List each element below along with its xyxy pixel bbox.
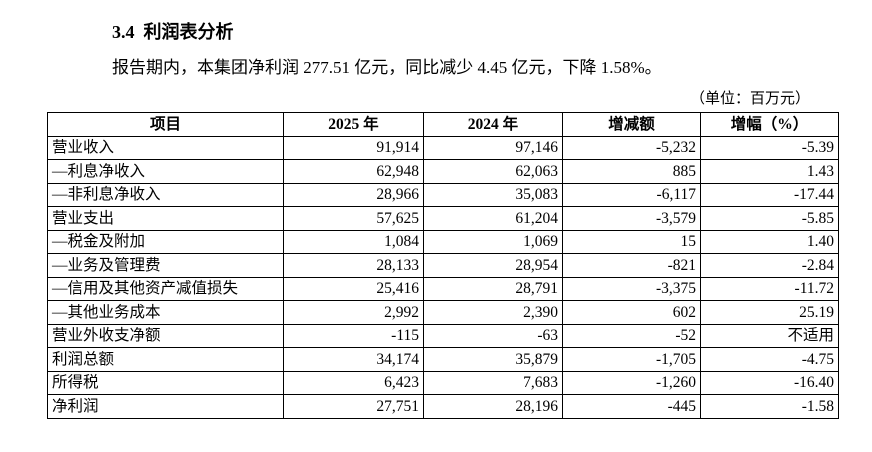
cell: 28,791 — [423, 276, 563, 301]
income-table: 项目 2025 年 2024 年增减额 增幅（%） 营业收入 91,914 97,146-… — [47, 112, 839, 419]
cell: -445 — [562, 394, 701, 419]
column-header: 增减额 — [562, 112, 701, 137]
cell: 2,992 — [283, 300, 424, 325]
cell: 28,133 — [283, 253, 424, 278]
cell: 27,751 — [283, 394, 424, 419]
table-row: —业务及管理费 28,133 28,954 -821 -2.84 — [47, 253, 839, 278]
cell: 1.40 — [700, 229, 839, 254]
row-label: —非利息净收入 — [47, 182, 284, 207]
table-body: 营业收入 91,914 97,146 -5,232 -5.39 —利息净收入 62,948 6… — [47, 135, 839, 419]
cell: 不适用 — [700, 323, 839, 348]
row-label: 营业收入 — [47, 135, 284, 160]
cell: 35,083 — [423, 182, 563, 207]
cell: -63 — [423, 323, 563, 348]
cell: -3,579 — [562, 206, 701, 231]
cell: -4.75 — [700, 347, 839, 372]
row-label: —信用及其他资产减值损失 — [47, 276, 284, 301]
cell: 34,174 — [283, 347, 424, 372]
table-row: —信用及其他资产减值损失 25,416 28,791 -3,375 -11.72 — [47, 276, 839, 301]
table-row: 营业收入 91,914 97,146 -5,232 -5.39 — [47, 135, 839, 160]
cell: -821 — [562, 253, 701, 278]
table-row: 净利润 27,751 28,196 -445 -1.58 — [47, 394, 839, 419]
cell: -52 — [562, 323, 701, 348]
unit-note: （单位：百万元） — [689, 91, 810, 107]
cell: 97,146 — [423, 135, 563, 160]
cell: 28,966 — [283, 182, 424, 207]
row-label: —税金及附加 — [47, 229, 284, 254]
column-header: 2025 年 — [283, 112, 424, 137]
cell: -5.39 — [700, 135, 839, 160]
cell: 7,683 — [423, 370, 563, 395]
cell: -5,232 — [562, 135, 701, 160]
cell: 1,069 — [423, 229, 563, 254]
row-label: —业务及管理费 — [47, 253, 284, 278]
row-label: 净利润 — [47, 394, 284, 419]
cell: 62,948 — [283, 159, 424, 184]
table-row: 利润总额 34,174 35,879 -1,705 -4.75 — [47, 347, 839, 372]
cell: 62,063 — [423, 159, 563, 184]
cell: 602 — [562, 300, 701, 325]
cell: -5.85 — [700, 206, 839, 231]
summary: 报告期内，本集团净利润 277.51 亿元，同比减少 4.45 亿元，下降 1.… — [112, 58, 662, 77]
cell: 2,390 — [423, 300, 563, 325]
row-label: 营业外收支净额 — [47, 323, 284, 348]
table-row: 营业支出 57,625 61,204 -3,579 -5.85 — [47, 206, 839, 231]
cell: -1,260 — [562, 370, 701, 395]
table-row: —其他业务成本 2,992 2,390 602 25.19 — [47, 300, 839, 325]
cell: 15 — [562, 229, 701, 254]
column-header: 增幅（%） — [700, 112, 839, 137]
section-title: 3.4 利润表分析 — [112, 22, 234, 42]
cell: 6,423 — [283, 370, 424, 395]
cell: -3,375 — [562, 276, 701, 301]
table-row: —非利息净收入 28,966 35,083 -6,117 -17.44 — [47, 182, 839, 207]
cell: 61,204 — [423, 206, 563, 231]
table-row: —税金及附加 1,084 1,069 15 1.40 — [47, 229, 839, 254]
row-label: 营业支出 — [47, 206, 284, 231]
table-row: —利息净收入 62,948 62,063 885 1.43 — [47, 159, 839, 184]
cell: -2.84 — [700, 253, 839, 278]
column-header: 2024 年 — [423, 112, 563, 137]
cell: 28,954 — [423, 253, 563, 278]
cell: -115 — [283, 323, 424, 348]
cell: -17.44 — [700, 182, 839, 207]
row-label: 所得税 — [47, 370, 284, 395]
row-label: 利润总额 — [47, 347, 284, 372]
cell: -1.58 — [700, 394, 839, 419]
cell: 885 — [562, 159, 701, 184]
row-label: —利息净收入 — [47, 159, 284, 184]
table-row: 所得税 6,423 7,683 -1,260 -16.40 — [47, 370, 839, 395]
cell: 1.43 — [700, 159, 839, 184]
cell: -1,705 — [562, 347, 701, 372]
cell: 35,879 — [423, 347, 563, 372]
cell: 1,084 — [283, 229, 424, 254]
row-label: —其他业务成本 — [47, 300, 284, 325]
table-row: 营业外收支净额 -115 -63 -52 不适用 — [47, 323, 839, 348]
cell: -11.72 — [700, 276, 839, 301]
cell: 91,914 — [283, 135, 424, 160]
column-header: 项目 — [47, 112, 284, 137]
cell: -6,117 — [562, 182, 701, 207]
cell: -16.40 — [700, 370, 839, 395]
header-row: 项目 2025 年 2024 年增减额 增幅（%） — [47, 112, 839, 137]
cell: 25,416 — [283, 276, 424, 301]
cell: 57,625 — [283, 206, 424, 231]
cell: 28,196 — [423, 394, 563, 419]
cell: 25.19 — [700, 300, 839, 325]
